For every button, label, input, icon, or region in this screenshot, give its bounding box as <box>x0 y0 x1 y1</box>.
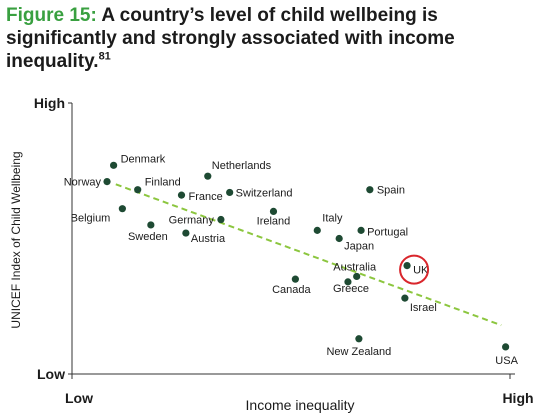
point-label-france: France <box>189 191 223 203</box>
trend-line-group <box>115 183 502 327</box>
highlight-ring-uk <box>399 254 430 285</box>
y-tick-label-low: Low <box>37 366 65 382</box>
point-label-sweden: Sweden <box>128 231 168 243</box>
point-new-zealand <box>355 335 363 343</box>
point-label-new-zealand: New Zealand <box>326 346 391 358</box>
point-label-israel: Israel <box>410 302 437 314</box>
point-greece <box>344 278 352 286</box>
point-germany <box>217 215 225 224</box>
point-label-norway: Norway <box>64 177 102 189</box>
point-label-japan: Japan <box>344 241 374 253</box>
point-belgium <box>118 205 126 213</box>
point-label-canada: Canada <box>272 284 311 296</box>
point-denmark <box>110 161 118 169</box>
footnote-marker: 81 <box>98 50 111 63</box>
point-norway <box>103 177 111 186</box>
point-label-finland: Finland <box>145 177 181 189</box>
point-label-austria: Austria <box>191 233 226 245</box>
point-austria <box>182 229 190 237</box>
y-axis-label: UNICEF Index of Child Wellbeing <box>9 151 23 328</box>
point-label-ireland: Ireland <box>257 215 291 227</box>
point-france <box>177 191 186 199</box>
data-points <box>103 161 510 351</box>
point-label-spain: Spain <box>377 185 405 197</box>
figure-number: Figure 15: <box>6 5 97 26</box>
point-finland <box>134 186 142 194</box>
figure-title-text: A country’s level of child wellbeing is … <box>6 5 455 72</box>
point-label-denmark: Denmark <box>121 153 166 165</box>
point-switzerland <box>226 188 234 197</box>
point-canada <box>291 275 299 283</box>
point-label-usa: USA <box>495 355 518 367</box>
point-labels: Denmark Norway Finland Belgium Sweden Netherl… <box>64 153 519 367</box>
point-italy <box>313 226 321 234</box>
point-spain <box>366 186 374 194</box>
point-usa <box>502 343 510 351</box>
point-japan <box>335 234 343 243</box>
point-label-italy: Italy <box>322 212 343 224</box>
y-tick-label-high: High <box>34 95 65 111</box>
x-tick-label-high: High <box>502 390 533 406</box>
figure-title: Figure 15: A country’s level of child we… <box>6 4 534 73</box>
point-netherlands <box>204 172 212 180</box>
point-ireland <box>269 207 278 215</box>
point-label-switzerland: Switzerland <box>236 187 293 199</box>
point-label-australia: Australia <box>333 261 377 273</box>
point-label-netherlands: Netherlands <box>212 160 272 172</box>
point-portugal <box>357 226 365 234</box>
point-label-uk: UK <box>413 265 429 277</box>
point-uk <box>403 262 411 270</box>
point-label-portugal: Portugal <box>367 226 408 238</box>
point-australia <box>353 272 361 281</box>
trend-line <box>115 183 502 327</box>
point-sweden <box>147 221 155 229</box>
point-label-germany: Germany <box>169 215 215 227</box>
point-label-greece: Greece <box>333 283 369 295</box>
point-label-belgium: Belgium <box>71 213 111 225</box>
x-axis-label: Income inequality <box>246 397 355 413</box>
x-tick-label-low: Low <box>65 390 93 406</box>
point-israel <box>401 294 409 302</box>
